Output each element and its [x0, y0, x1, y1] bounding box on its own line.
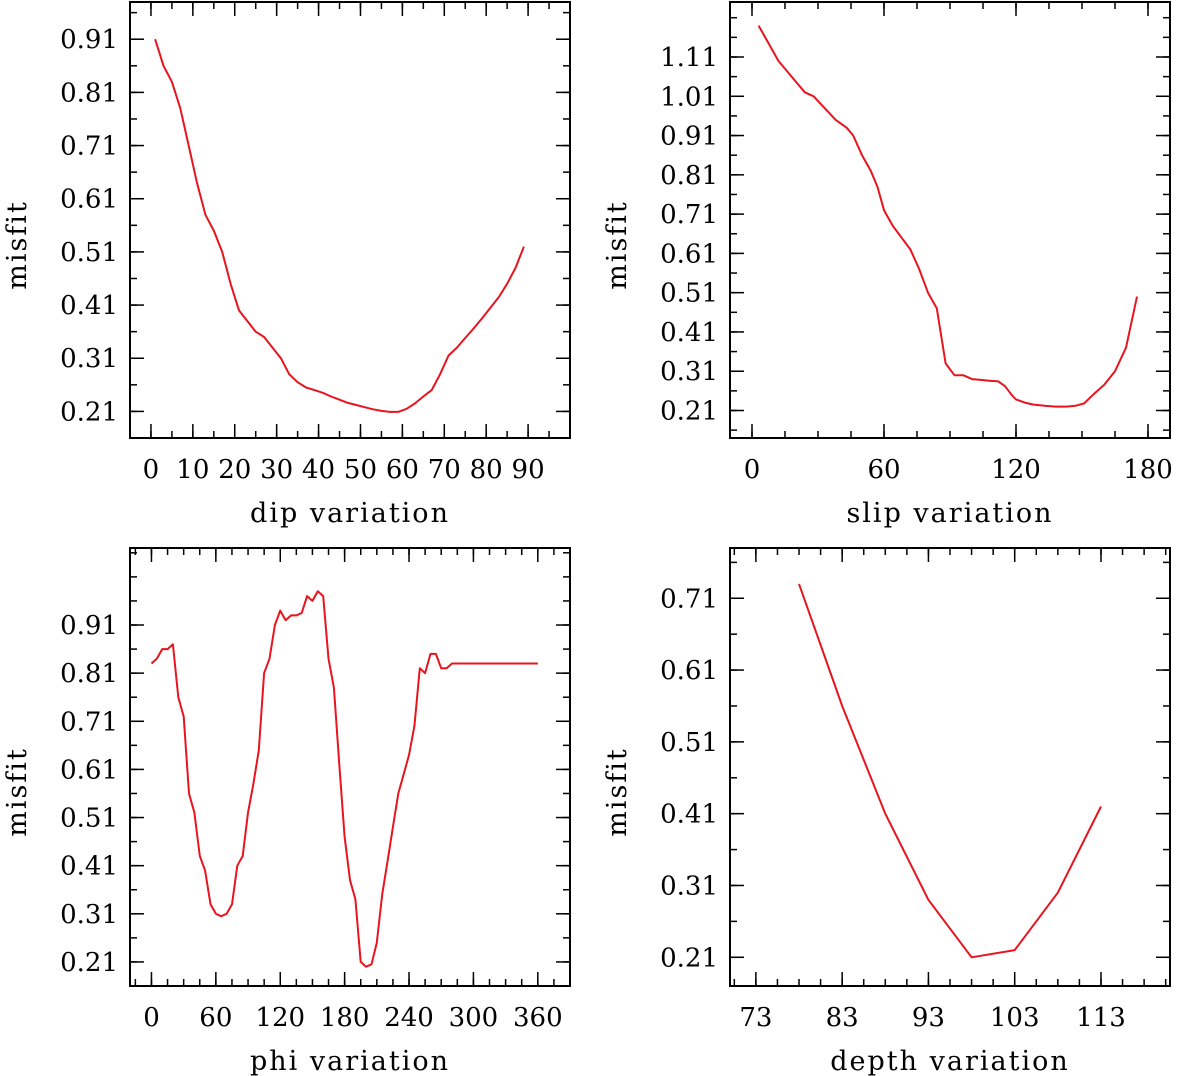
slip-y-tick-label: 0.91 [660, 122, 718, 152]
dip-y-tick-label: 0.81 [60, 78, 118, 108]
slip-x-tick-label: 0 [744, 455, 761, 485]
depth-variation-panel: 0.21 0.31 0.41 0.51 0.61 0.71 73 83 93 103 113dept… [602, 547, 1171, 1076]
dip-x-axis-title: dip variation [250, 498, 450, 529]
dip-plot-frame [129, 1, 571, 439]
slip-y-tick-label: 0.71 [660, 200, 718, 230]
slip-y-tick-label: 0.51 [660, 279, 718, 309]
phi-y-tick-label: 0.61 [60, 755, 118, 785]
dip-x-tick-label: 90 [512, 455, 545, 485]
phi-x-tick-label: 60 [199, 1003, 232, 1033]
depth-x-tick-label: 93 [912, 1003, 945, 1033]
depth-y-tick-label: 0.41 [660, 800, 718, 830]
phi-x-tick-label: 0 [143, 1003, 160, 1033]
depth-x-axis-title: depth variation [830, 1046, 1070, 1076]
phi-y-tick-label: 0.71 [60, 707, 118, 737]
depth-x-tick-label: 113 [1076, 1003, 1126, 1033]
dip-x-tick-label: 20 [218, 455, 251, 485]
slip-plot-frame [729, 1, 1171, 439]
slip-y-tick-label: 0.21 [660, 397, 718, 427]
dip-y-tick-label: 0.41 [60, 291, 118, 321]
slip-x-axis-title: slip variation [846, 498, 1053, 529]
slip-y-tick-label: 0.31 [660, 357, 718, 387]
depth-y-tick-label: 0.31 [660, 871, 718, 901]
phi-x-tick-label: 360 [513, 1003, 563, 1033]
dip-x-tick-label: 10 [176, 455, 209, 485]
dip-x-tick-label: 0 [143, 455, 160, 485]
slip-y-tick-label: 0.61 [660, 239, 718, 269]
dip-y-axis-title: misfit [2, 200, 33, 290]
phi-x-tick-label: 180 [320, 1003, 370, 1033]
phi-misfit-line [150, 590, 538, 968]
dip-y-tick-label: 0.61 [60, 185, 118, 215]
dip-x-tick-label: 70 [428, 455, 461, 485]
slip-x-tick-label: 60 [867, 455, 900, 485]
depth-misfit-line [798, 583, 1102, 959]
dip-y-tick-label: 0.31 [60, 344, 118, 374]
phi-x-tick-label: 300 [449, 1003, 499, 1033]
dip-y-tick-label: 0.91 [60, 25, 118, 55]
phi-x-axis-title: phi variation [250, 1046, 450, 1076]
phi-y-tick-label: 0.41 [60, 852, 118, 882]
depth-y-tick-label: 0.71 [660, 584, 718, 614]
depth-y-axis-title: misfit [602, 747, 633, 837]
phi-y-tick-label: 0.91 [60, 611, 118, 641]
slip-x-tick-label: 180 [1123, 455, 1173, 485]
dip-y-tick-label: 0.51 [60, 238, 118, 268]
dip-x-tick-label: 40 [302, 455, 335, 485]
slip-y-tick-label: 1.01 [660, 82, 718, 112]
dip-y-tick-label: 0.21 [60, 397, 118, 427]
phi-y-axis-title: misfit [2, 747, 33, 837]
phi-y-tick-label: 0.81 [60, 659, 118, 689]
depth-x-tick-label: 83 [826, 1003, 859, 1033]
dip-variation-panel: 0.21 0.31 0.41 0.51 0.61 0.71 0.81 0.91 0 10 20 30 4… [2, 1, 571, 529]
slip-y-tick-label: 0.81 [660, 161, 718, 191]
slip-y-tick-label: 0.41 [660, 318, 718, 348]
depth-x-tick-label: 103 [990, 1003, 1040, 1033]
dip-x-tick-label: 60 [386, 455, 419, 485]
dip-x-tick-label: 50 [344, 455, 377, 485]
slip-variation-panel: 0.21 0.31 0.41 0.51 0.61 0.71 0.81 0.91 1.01 1.11… [602, 1, 1173, 529]
dip-x-tick-label: 30 [260, 455, 293, 485]
depth-y-tick-label: 0.61 [660, 656, 718, 686]
phi-plot-frame [129, 547, 571, 987]
phi-x-tick-label: 240 [384, 1003, 434, 1033]
slip-y-axis-title: misfit [602, 200, 633, 290]
phi-y-tick-label: 0.51 [60, 804, 118, 834]
phi-x-tick-label: 120 [255, 1003, 305, 1033]
depth-x-tick-label: 73 [739, 1003, 772, 1033]
slip-misfit-line [757, 25, 1138, 408]
dip-x-tick-label: 80 [470, 455, 503, 485]
phi-y-tick-label: 0.31 [60, 900, 118, 930]
phi-y-tick-label: 0.21 [60, 948, 118, 978]
depth-y-tick-label: 0.21 [660, 943, 718, 973]
dip-misfit-line [154, 38, 525, 413]
depth-plot-frame [729, 547, 1171, 987]
slip-y-tick-label: 1.11 [660, 43, 718, 73]
dip-y-tick-label: 0.71 [60, 132, 118, 162]
depth-y-tick-label: 0.51 [660, 728, 718, 758]
slip-x-tick-label: 120 [991, 455, 1041, 485]
phi-variation-panel: 0.21 0.31 0.41 0.51 0.61 0.71 0.81 0.91 0 60 120 18… [2, 547, 571, 1076]
